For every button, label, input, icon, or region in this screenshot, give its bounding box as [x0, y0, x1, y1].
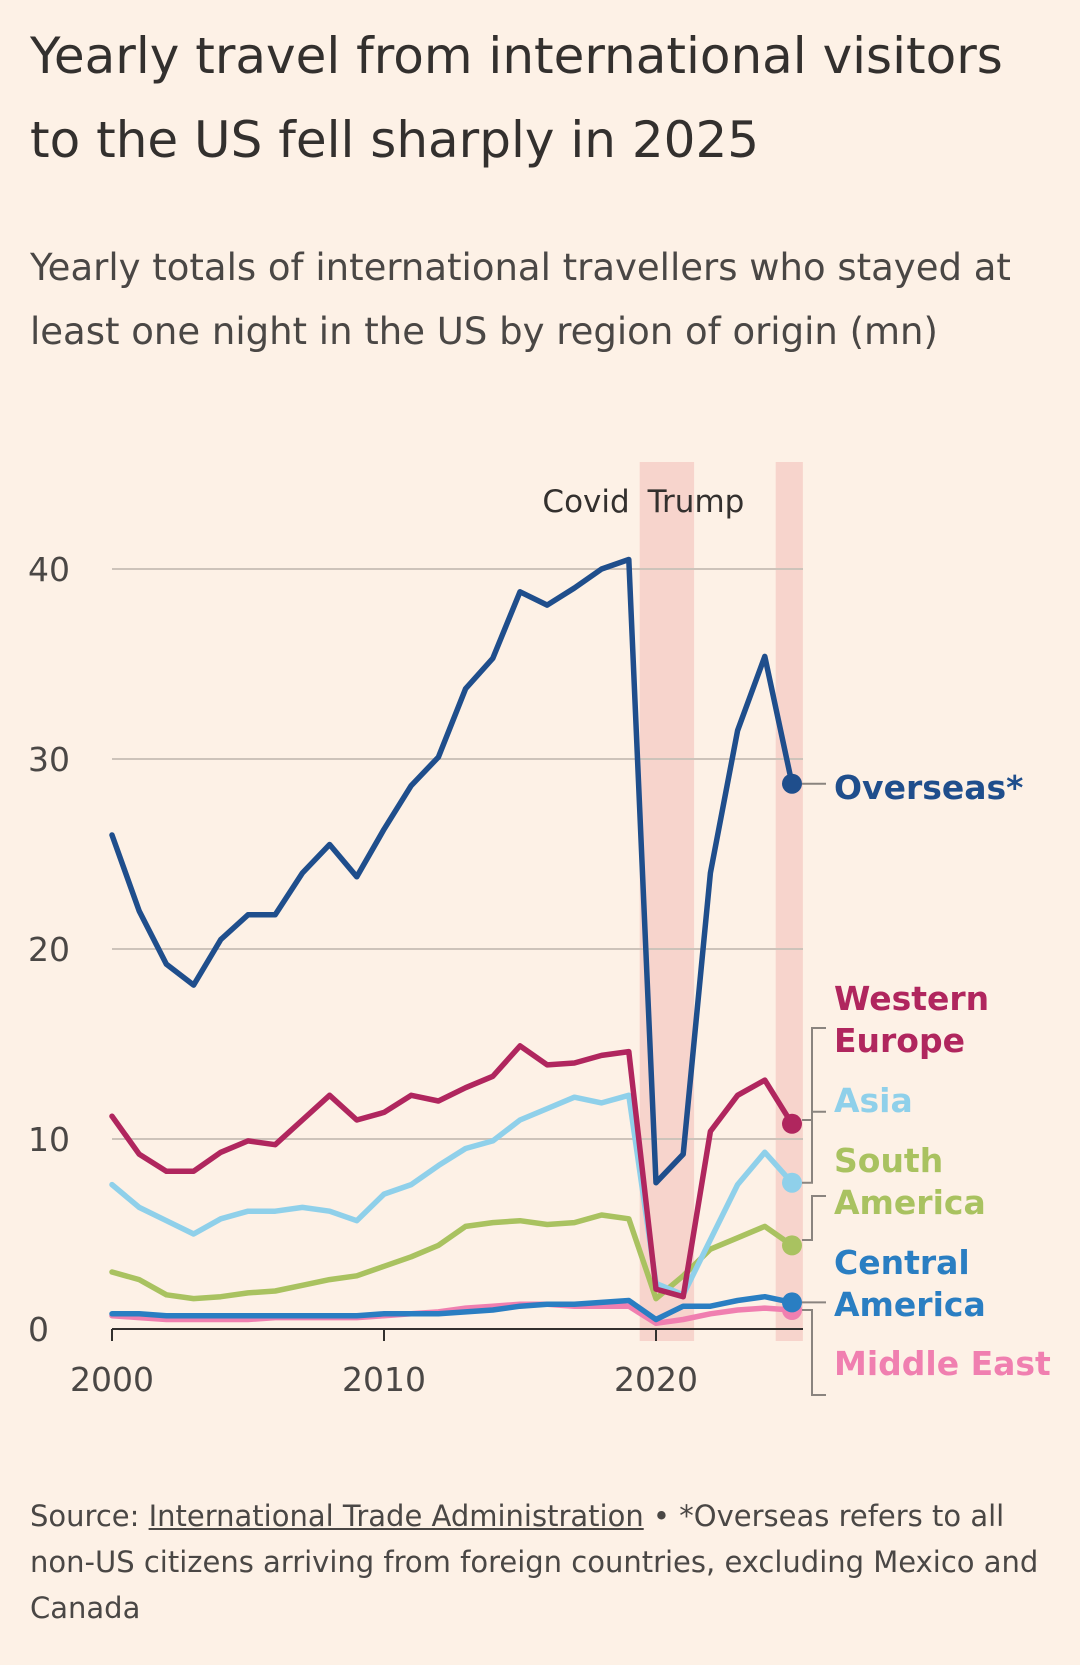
band-trump	[775, 462, 803, 1341]
series-label-overseas: Overseas*	[834, 768, 1023, 807]
connector-middle-east	[802, 1309, 826, 1396]
line-central-america	[109, 1293, 795, 1323]
axes: 2000 2010 2020	[70, 1329, 698, 1399]
label-connectors	[802, 782, 826, 1396]
endpoint-south-america	[782, 1235, 802, 1256]
endpoint-western-europe	[782, 1113, 802, 1134]
series-label-asia: Asia	[834, 1081, 913, 1120]
band-covid	[639, 462, 695, 1341]
series-labels: Overseas* Western Europe Asia South America Ce…	[834, 768, 1051, 1383]
source-prefix: Source:	[30, 1499, 149, 1533]
source-link[interactable]: International Trade Administration	[148, 1499, 644, 1533]
series-label-middle-east: Middle East	[834, 1344, 1051, 1383]
endpoint-central-america	[782, 1292, 802, 1313]
x-tick-label-2010: 2010	[342, 1360, 426, 1399]
y-tick-label-10: 10	[28, 1120, 70, 1159]
connector-south-america	[802, 1195, 826, 1241]
series-label-central-america: Central America	[834, 1243, 986, 1324]
x-tick-label-2020: 2020	[614, 1360, 698, 1399]
endpoint-overseas	[782, 773, 802, 794]
source-footnote: *Overseas refers to all non-US citizens …	[30, 1499, 1039, 1625]
y-tick-label-20: 20	[28, 930, 70, 969]
line-western-europe	[109, 1043, 795, 1300]
y-tick-label-40: 40	[28, 550, 70, 589]
connector-western-europe	[802, 1027, 826, 1121]
line-middle-east	[109, 1301, 795, 1327]
line-overseas	[109, 556, 795, 1186]
gridlines: 0 10 20 30 40	[28, 550, 803, 1349]
line-chart: Covid Trump 0 10 20 30 40 2000 2010 2020 Overse…	[28, 462, 1051, 1399]
band-label-trump: Trump	[647, 484, 745, 520]
x-tick-label-2000: 2000	[70, 1360, 154, 1399]
series-endpoints	[782, 773, 802, 1320]
band-label-covid: Covid	[542, 484, 629, 520]
connector-asia	[802, 1110, 826, 1184]
source-separator: •	[643, 1499, 680, 1533]
series-lines	[109, 556, 795, 1327]
source-note: Source: International Trade Administrati…	[30, 1493, 1050, 1631]
chart-subtitle: Yearly totals of international traveller…	[30, 246, 1011, 353]
line-south-america	[109, 1212, 795, 1302]
highlight-bands: Covid Trump	[542, 462, 803, 1341]
chart-title: Yearly travel from international visitor…	[30, 27, 1003, 169]
y-tick-label-30: 30	[28, 740, 70, 779]
y-tick-label-0: 0	[28, 1310, 49, 1349]
endpoint-asia	[782, 1172, 802, 1193]
series-label-south-america: South America	[834, 1141, 986, 1222]
series-label-western-europe: Western Europe	[834, 979, 989, 1060]
